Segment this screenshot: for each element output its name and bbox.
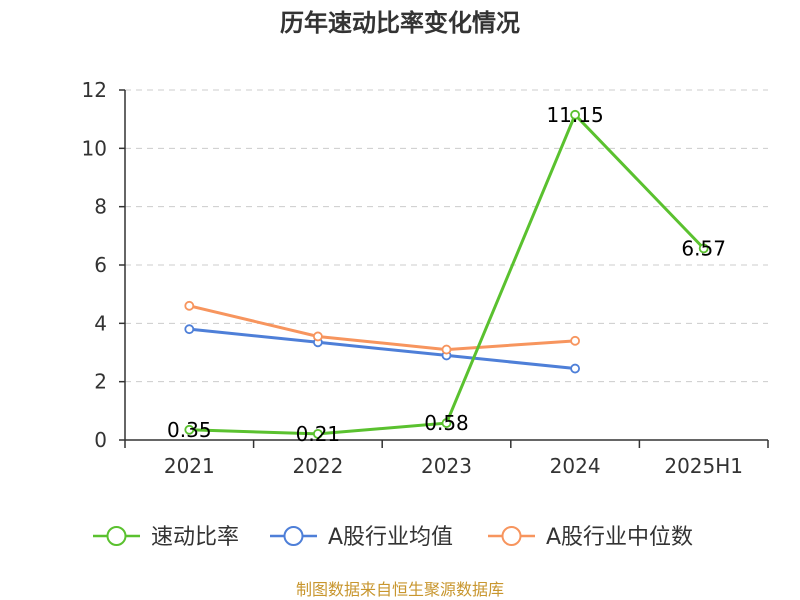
series-1: [184, 324, 580, 374]
data-labels: 0.35 0.21 0.58 11.15 6.57: [167, 103, 726, 446]
legend-item-0[interactable]: 速动比率: [93, 525, 239, 550]
data-point: [570, 109, 580, 120]
data-point: [570, 363, 580, 374]
series-line: [189, 327, 576, 371]
data-point: [698, 243, 709, 254]
legend[interactable]: 速动比率 A股行业均值 A股行业中位数: [93, 525, 693, 550]
legend-marker-icon: [283, 526, 304, 546]
x-tick-label: 2023: [421, 454, 472, 478]
data-point: [184, 324, 195, 335]
series-line: [189, 112, 705, 436]
x-tick-label: 2024: [550, 454, 601, 478]
y-tick-label: 2: [94, 370, 107, 394]
x-tick-label: 2022: [292, 454, 343, 478]
data-point: [312, 428, 323, 439]
data-label: 0.35: [167, 418, 212, 442]
data-point: [441, 344, 452, 355]
legend-marker-icon: [106, 526, 127, 546]
legend-marker-icon: [501, 526, 522, 546]
legend-label: A股行业均值: [328, 525, 453, 550]
data-point: [184, 300, 195, 311]
y-tick-label: 4: [94, 311, 107, 335]
y-tick-label: 6: [94, 253, 107, 277]
source-note: 制图数据来自恒生聚源数据库: [296, 580, 504, 599]
x-tick-label: 2025H1: [664, 454, 743, 478]
legend-item-1[interactable]: A股行业均值: [270, 525, 453, 550]
data-point: [441, 418, 452, 428]
series-2: [184, 300, 580, 355]
chart-title: 历年速动比率变化情况: [280, 9, 520, 37]
y-tick-label: 12: [82, 78, 107, 102]
x-tick-label: 2021: [164, 454, 215, 478]
y-tick-label: 0: [94, 428, 107, 452]
data-label: 11.15: [546, 103, 603, 127]
data-label: 6.57: [681, 236, 726, 260]
series-0: [184, 109, 709, 439]
data-label: 0.21: [296, 422, 341, 446]
legend-item-2[interactable]: A股行业中位数: [488, 525, 693, 550]
series-lines: [184, 109, 709, 439]
data-point: [570, 335, 580, 346]
data-point: [312, 331, 323, 342]
grid-lines: [125, 89, 768, 383]
x-tick-labels: 2021 2022 2023 2024 2025H1: [124, 440, 769, 478]
y-tick-label: 8: [94, 195, 107, 219]
data-point: [184, 424, 195, 435]
series-line: [188, 304, 576, 352]
y-tick-label: 10: [82, 136, 107, 160]
data-label: 0.58: [424, 411, 469, 435]
y-tick-labels: 0 2 4 6 8 10 12: [82, 78, 125, 452]
legend-label: A股行业中位数: [546, 525, 693, 550]
legend-label: 速动比率: [151, 525, 239, 550]
